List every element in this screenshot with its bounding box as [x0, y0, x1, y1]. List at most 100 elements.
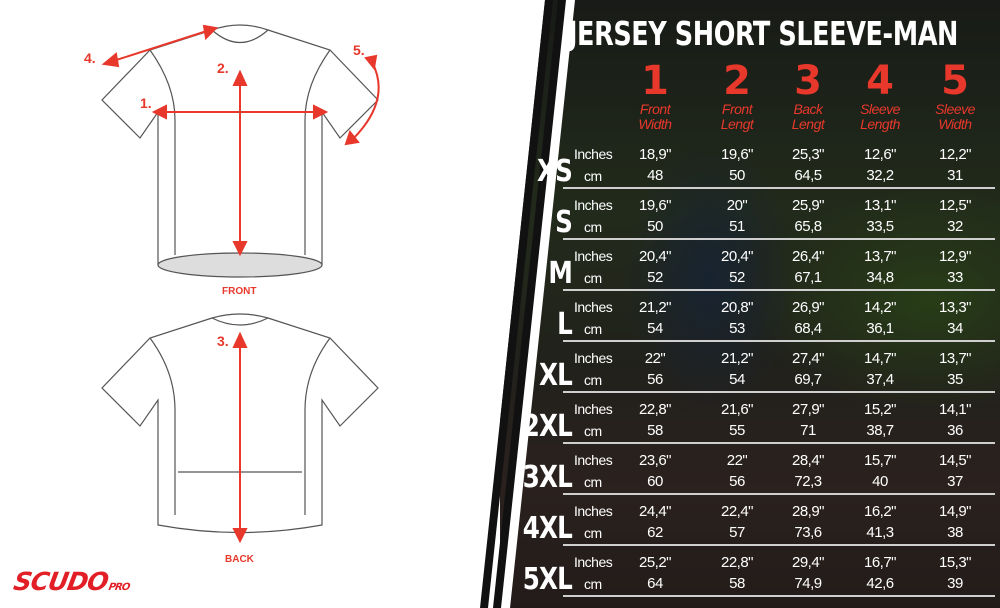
cm-value: 34,8	[866, 269, 894, 286]
column-number: 4	[866, 58, 894, 104]
inches-value: 21,2"	[720, 350, 754, 367]
inches-value: 21,6"	[720, 401, 754, 418]
inches-value: 22"	[726, 452, 748, 469]
inches-value: 19,6"	[638, 197, 672, 214]
size-row: 2XL Inches cm 22,8" 21,6" 27,9" 15,2" 14,1" 58…	[510, 401, 1000, 454]
cm-value: 51	[729, 218, 745, 235]
inches-value: 13,3"	[938, 299, 972, 316]
inches-value: 16,2"	[863, 503, 897, 520]
column-number: 5	[941, 58, 969, 104]
cm-value: 69,7	[794, 371, 822, 388]
cm-value: 68,4	[794, 320, 822, 337]
inches-value: 13,1"	[863, 197, 897, 214]
size-row: 3XL Inches cm 23,6" 22" 28,4" 15,7" 14,5" 60 56…	[510, 452, 1000, 505]
size-row: XL Inches cm 22" 21,2" 27,4" 14,7" 13,7" 56 54 6…	[510, 350, 1000, 403]
inches-value: 14,1"	[938, 401, 972, 418]
column-label: Sleeve	[935, 101, 975, 117]
size-row: L Inches cm 21,2" 20,8" 26,9" 14,2" 13,3" 54 53…	[510, 299, 1000, 352]
column-number: 2	[723, 58, 751, 104]
column-label: Length	[860, 116, 900, 132]
row-divider	[563, 238, 995, 240]
inches-value: 14,9"	[938, 503, 972, 520]
inches-label: Inches	[574, 146, 613, 162]
column-label: Width	[938, 116, 972, 132]
column-label: Lengt	[791, 116, 825, 132]
inches-value: 16,7"	[863, 554, 897, 571]
cm-value: 62	[647, 524, 663, 541]
row-divider	[563, 442, 995, 444]
inches-value: 22,8"	[720, 554, 754, 571]
cm-label: cm	[584, 423, 602, 439]
row-divider	[563, 493, 995, 495]
inches-value: 28,4"	[791, 452, 825, 469]
inches-value: 25,9"	[791, 197, 825, 214]
cm-value: 52	[647, 269, 663, 286]
cm-value: 64	[647, 575, 663, 592]
inches-label: Inches	[574, 503, 613, 519]
inches-value: 19,6"	[720, 146, 754, 163]
inches-value: 27,9"	[791, 401, 825, 418]
inches-value: 26,4"	[791, 248, 825, 265]
cm-value: 34	[947, 320, 963, 337]
cm-label: cm	[584, 321, 602, 337]
cm-label: cm	[584, 474, 602, 490]
size-row: 4XL Inches cm 24,4" 22,4" 28,9" 16,2" 14,9" 62…	[510, 503, 1000, 556]
row-divider	[563, 595, 995, 597]
cm-value: 40	[872, 473, 888, 490]
size-label: 2XL	[522, 409, 573, 444]
cm-value: 65,8	[794, 218, 822, 235]
inches-value: 25,2"	[638, 554, 672, 571]
column-number: 3	[794, 58, 822, 104]
cm-value: 35	[947, 371, 963, 388]
column-label: Back	[793, 101, 823, 117]
cm-value: 56	[647, 371, 663, 388]
column-header: 2 Front Lengt	[697, 60, 777, 132]
inches-value: 21,2"	[638, 299, 672, 316]
cm-value: 39	[947, 575, 963, 592]
inches-value: 20,4"	[638, 248, 672, 265]
photo-overlay	[500, 0, 1000, 608]
inches-value: 29,4"	[791, 554, 825, 571]
cm-label: cm	[584, 168, 602, 184]
cm-value: 67,1	[794, 269, 822, 286]
page-title: JERSEY SHORT SLEEVE-MAN	[568, 14, 958, 53]
inches-value: 12,2"	[938, 146, 972, 163]
cm-value: 58	[729, 575, 745, 592]
cm-value: 57	[729, 524, 745, 541]
cm-value: 36	[947, 422, 963, 439]
size-label: S	[555, 205, 573, 240]
column-label: Front	[639, 101, 671, 117]
inches-value: 13,7"	[863, 248, 897, 265]
cm-value: 73,6	[794, 524, 822, 541]
inches-value: 12,6"	[863, 146, 897, 163]
size-row: XS Inches cm 18,9" 19,6" 25,3" 12,6" 12,2" 48 5…	[510, 146, 1000, 199]
column-header: 4 Sleeve Length	[840, 60, 920, 132]
cm-value: 71	[800, 422, 816, 439]
column-number: 1	[641, 58, 669, 104]
inches-value: 14,2"	[863, 299, 897, 316]
cm-value: 38,7	[866, 422, 894, 439]
inches-value: 14,7"	[863, 350, 897, 367]
row-divider	[563, 289, 995, 291]
cm-value: 37	[947, 473, 963, 490]
inches-label: Inches	[574, 350, 613, 366]
cm-value: 54	[729, 371, 745, 388]
inches-value: 14,5"	[938, 452, 972, 469]
size-row: S Inches cm 19,6" 20" 25,9" 13,1" 12,5" 50 51 65…	[510, 197, 1000, 250]
inches-value: 15,2"	[863, 401, 897, 418]
size-label: M	[548, 256, 572, 291]
size-label: 4XL	[522, 511, 573, 546]
cm-value: 31	[947, 167, 963, 184]
cm-value: 50	[729, 167, 745, 184]
cm-value: 36,1	[866, 320, 894, 337]
cm-value: 53	[729, 320, 745, 337]
jersey-diagram	[101, 24, 380, 544]
cm-value: 48	[647, 167, 663, 184]
size-label: L	[557, 307, 573, 342]
inches-label: Inches	[574, 248, 613, 264]
inches-label: Inches	[574, 401, 613, 417]
inches-value: 20"	[726, 197, 748, 214]
inches-value: 20,4"	[720, 248, 754, 265]
back-caption: BACK	[225, 554, 254, 565]
row-divider	[563, 187, 995, 189]
